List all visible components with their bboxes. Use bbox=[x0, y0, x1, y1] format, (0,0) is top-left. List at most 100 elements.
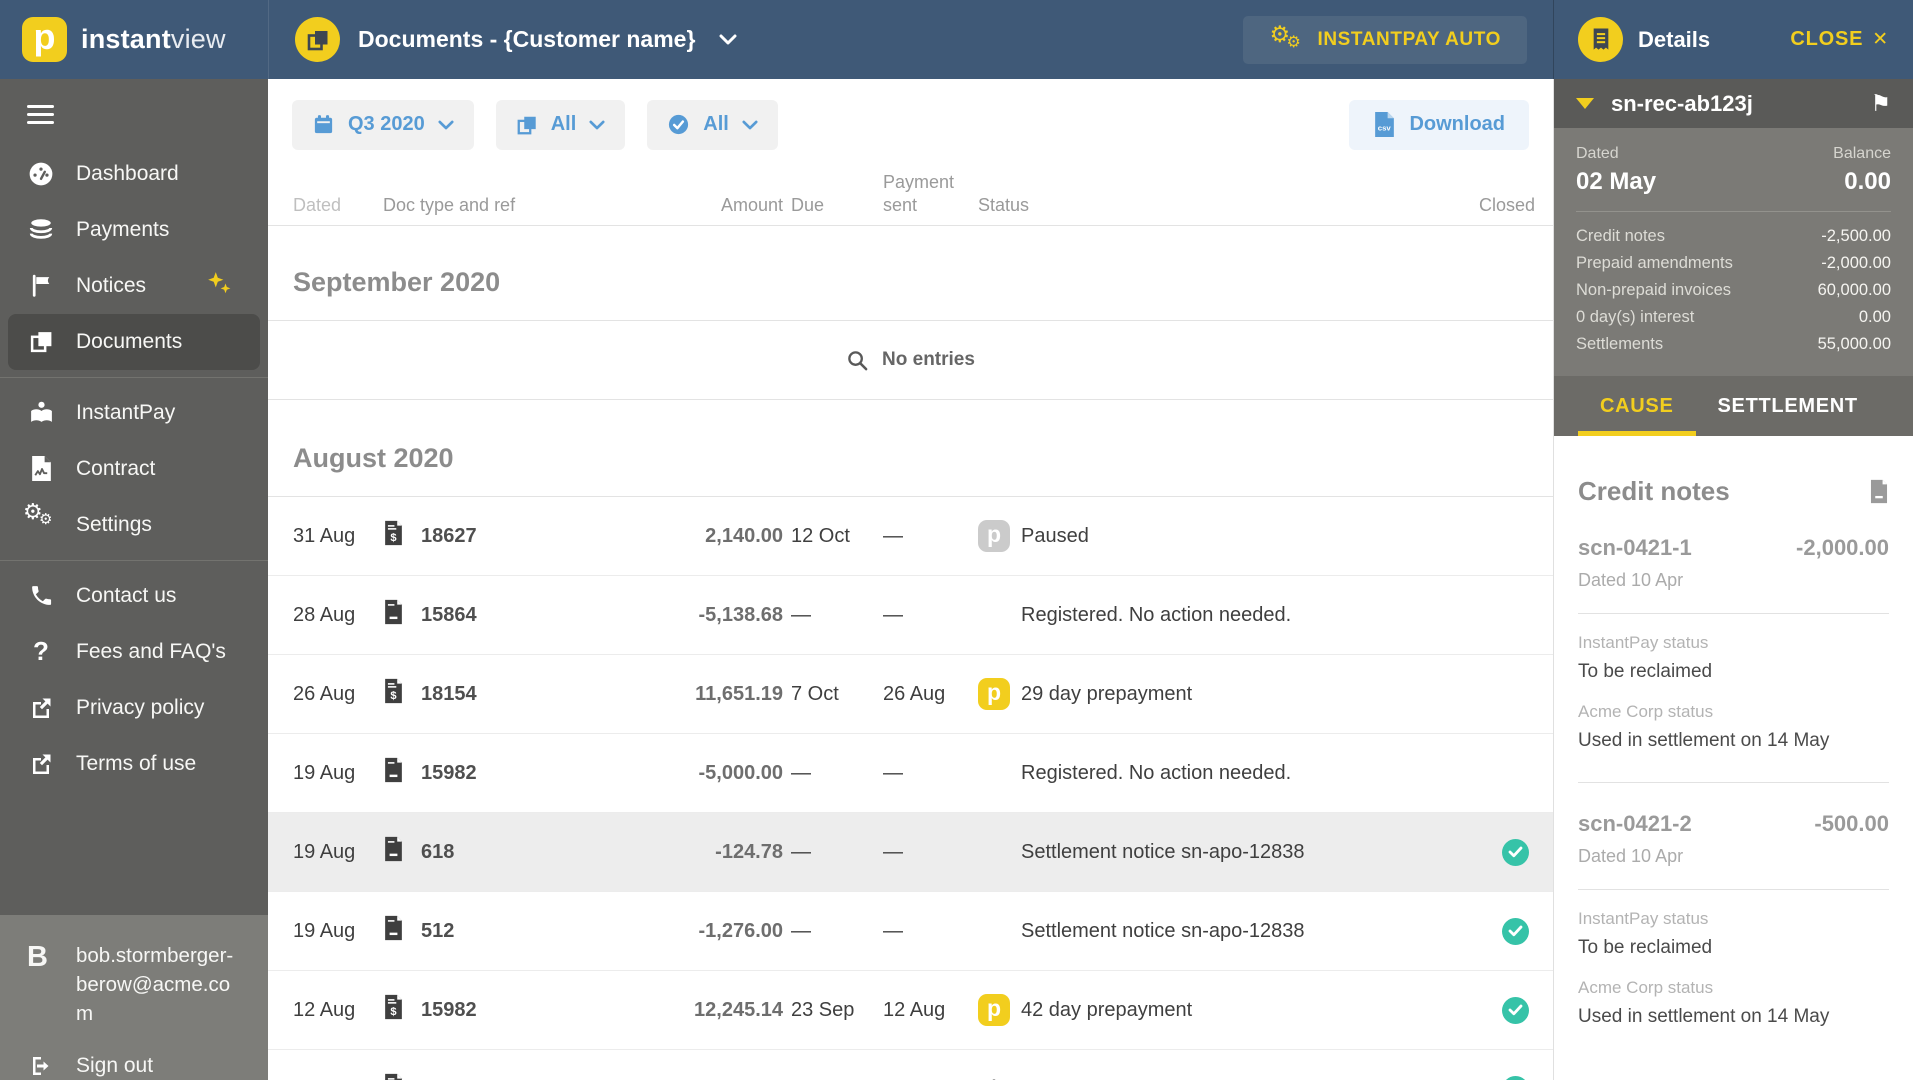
documents-icon bbox=[27, 328, 55, 356]
credit-note-card[interactable]: scn-0421-2 -500.00 Dated 10 Apr InstantP… bbox=[1578, 811, 1889, 1028]
sidebar-user-section: B bob.stormberger-berow@acme.com Sign ou… bbox=[0, 915, 268, 1080]
credit-note-amount: -2,000.00 bbox=[1796, 535, 1889, 561]
acme-status-value: Used in settlement on 14 May bbox=[1578, 730, 1889, 752]
sidebar-item-payments[interactable]: Payments bbox=[0, 202, 268, 258]
instantpay-status-value: To be reclaimed bbox=[1578, 661, 1889, 683]
details-panel: sn-rec-ab123j ⚑ Dated 02 May Balance 0.0… bbox=[1553, 79, 1913, 1080]
sidebar-item-instantpay[interactable]: InstantPay bbox=[0, 385, 268, 441]
invoice-doc-icon: $ bbox=[383, 1073, 421, 1080]
filter-bar: Q3 2020 All All csv Download bbox=[268, 79, 1553, 170]
gears-icon: ⚙ ⚙ bbox=[27, 511, 55, 539]
summary-row: Non-prepaid invoices 60,000.00 bbox=[1576, 277, 1891, 304]
credit-note-ref: scn-0421-2 bbox=[1578, 811, 1692, 837]
instantpay-status-label: InstantPay status bbox=[1578, 909, 1889, 929]
sidebar-item-fees-faq[interactable]: ? Fees and FAQ's bbox=[0, 624, 268, 680]
credit-note-card[interactable]: scn-0421-1 -2,000.00 Dated 10 Apr Instan… bbox=[1578, 535, 1889, 752]
sign-out-label: Sign out bbox=[76, 1054, 153, 1078]
table-row[interactable]: 31 Aug $ 18627 2,140.00 12 Oct — p Pause… bbox=[268, 497, 1553, 576]
brand-wordmark: instantview bbox=[81, 24, 226, 55]
svg-text:$: $ bbox=[390, 690, 397, 702]
sidebar-item-contract[interactable]: Contract bbox=[0, 441, 268, 497]
column-header-status[interactable]: Status bbox=[978, 195, 1479, 216]
table-row-selected[interactable]: 19 Aug 618 -124.78 — — Settlement notice… bbox=[268, 813, 1553, 892]
tab-settlement[interactable]: SETTLEMENT bbox=[1696, 376, 1880, 436]
document-id-bar[interactable]: sn-rec-ab123j ⚑ bbox=[1554, 79, 1913, 128]
table-header-row: Dated Doc type and ref Amount Due Paymen… bbox=[268, 170, 1553, 226]
documents-icon bbox=[306, 28, 330, 52]
sidebar-item-contact-us[interactable]: Contact us bbox=[0, 568, 268, 624]
sign-out-button[interactable]: Sign out bbox=[27, 1052, 244, 1080]
cell-status: p 29 day prepayment bbox=[978, 678, 1479, 710]
download-csv-button[interactable]: csv Download bbox=[1349, 100, 1529, 150]
chevron-down-icon bbox=[742, 120, 758, 130]
sidebar-item-documents[interactable]: Documents bbox=[8, 314, 260, 370]
credit-note-amount: -500.00 bbox=[1814, 811, 1889, 837]
cell-ref: 15864 bbox=[421, 604, 638, 627]
status-text: 29 day prepayment bbox=[1021, 683, 1192, 706]
close-panel-button[interactable]: CLOSE ✕ bbox=[1790, 28, 1889, 51]
cell-dated: 19 Aug bbox=[293, 920, 383, 943]
flag-icon[interactable]: ⚑ bbox=[1870, 90, 1891, 117]
invoice-doc-icon: $ bbox=[383, 520, 421, 552]
credit-note-doc-icon bbox=[1869, 479, 1889, 504]
cell-amount: -5,000.00 bbox=[638, 762, 783, 785]
sidebar-item-label: Settings bbox=[76, 513, 152, 537]
menu-toggle-icon[interactable] bbox=[27, 105, 54, 124]
chevron-down-icon bbox=[438, 120, 454, 130]
doctype-filter-dropdown[interactable]: All bbox=[496, 100, 626, 150]
table-row[interactable]: 19 Aug 512 -1,276.00 — — Settlement noti… bbox=[268, 892, 1553, 971]
panel-content: Credit notes scn-0421-1 -2,000.00 Dated … bbox=[1554, 436, 1913, 1028]
column-header-amount[interactable]: Amount bbox=[638, 195, 783, 216]
column-header-doc-type[interactable]: Doc type and ref bbox=[383, 195, 638, 216]
sidebar-item-label: Terms of use bbox=[76, 752, 196, 776]
tab-cause[interactable]: CAUSE bbox=[1578, 376, 1696, 436]
brand-name-light: view bbox=[171, 24, 226, 54]
svg-text:$: $ bbox=[390, 1006, 397, 1018]
instantpay-auto-button[interactable]: ⚙⚙ INSTANTPAY AUTO bbox=[1243, 16, 1527, 64]
question-mark-icon: ? bbox=[27, 638, 55, 666]
column-header-dated[interactable]: Dated bbox=[293, 195, 383, 216]
cell-amount: 11,651.19 bbox=[638, 683, 783, 706]
header-main: Documents - {Customer name} ⚙⚙ INSTANTPA… bbox=[268, 0, 1553, 79]
summary-top: Dated 02 May Balance 0.00 bbox=[1576, 145, 1891, 196]
app-root: p instantview Documents - {Customer name… bbox=[0, 0, 1913, 1080]
documents-icon bbox=[516, 114, 538, 136]
status-filter-dropdown[interactable]: All bbox=[647, 100, 778, 150]
column-header-closed[interactable]: Closed bbox=[1479, 195, 1529, 216]
instantview-logo-icon: p bbox=[22, 17, 67, 62]
external-link-icon bbox=[27, 750, 55, 778]
table-row[interactable]: 12 Aug $ 15982 12,245.14 23 Sep 12 Aug p… bbox=[268, 971, 1553, 1050]
table-row[interactable]: 26 Aug $ 18154 11,651.19 7 Oct 26 Aug p … bbox=[268, 655, 1553, 734]
chevron-down-icon[interactable] bbox=[719, 34, 737, 45]
receipt-icon bbox=[1590, 26, 1612, 53]
sidebar-item-dashboard[interactable]: Dashboard bbox=[0, 146, 268, 202]
table-row[interactable]: 19 Aug 15982 -5,000.00 — — Registered. N… bbox=[268, 734, 1553, 813]
top-header: p instantview Documents - {Customer name… bbox=[0, 0, 1913, 79]
cell-due: — bbox=[783, 762, 883, 785]
column-header-payment-sent[interactable]: Payment sent bbox=[883, 171, 978, 216]
instantpay-icon bbox=[27, 399, 55, 427]
cell-dated: 12 Aug bbox=[293, 999, 383, 1022]
cell-due: — bbox=[783, 604, 883, 627]
card-divider bbox=[1578, 889, 1889, 890]
sidebar-item-settings[interactable]: ⚙ ⚙ Settings bbox=[0, 497, 268, 553]
table-row[interactable]: 5 Aug $ 15031 5,400.00 10 Sep 10 Sep bbox=[268, 1050, 1553, 1080]
sidebar-item-privacy-policy[interactable]: Privacy policy bbox=[0, 680, 268, 736]
no-entries-label: No entries bbox=[882, 349, 975, 371]
status-text: Registered. No action needed. bbox=[1021, 762, 1291, 785]
period-filter-dropdown[interactable]: Q3 2020 bbox=[292, 100, 474, 150]
cell-payment-sent: — bbox=[883, 762, 978, 785]
documents-main: Q3 2020 All All csv Download Dated Doc t… bbox=[268, 79, 1553, 1080]
cell-amount: -1,276.00 bbox=[638, 920, 783, 943]
period-filter-label: Q3 2020 bbox=[348, 113, 425, 136]
sidebar-item-label: Contact us bbox=[76, 584, 176, 608]
csv-file-icon: csv bbox=[1373, 111, 1396, 138]
user-row: B bob.stormberger-berow@acme.com bbox=[27, 941, 244, 1028]
column-header-due[interactable]: Due bbox=[783, 195, 883, 216]
credit-note-dated: Dated 10 Apr bbox=[1578, 846, 1889, 867]
sidebar-item-terms-of-use[interactable]: Terms of use bbox=[0, 736, 268, 792]
table-row[interactable]: 28 Aug 15864 -5,138.68 — — Registered. N… bbox=[268, 576, 1553, 655]
cell-ref: 18154 bbox=[421, 683, 638, 706]
sidebar-item-notices[interactable]: Notices bbox=[0, 258, 268, 314]
cell-payment-sent: 12 Aug bbox=[883, 999, 978, 1022]
